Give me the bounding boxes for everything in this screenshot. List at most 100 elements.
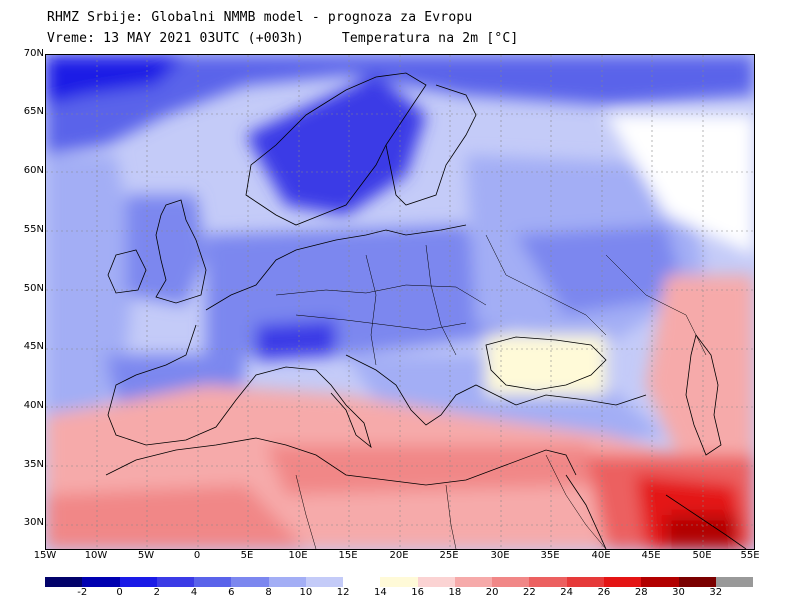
legend-label: -2 <box>77 587 88 598</box>
red-sea-coast <box>565 474 607 549</box>
legend-swatch <box>529 577 567 587</box>
legend-label: 10 <box>299 587 313 598</box>
scandinavia-coast <box>245 72 427 226</box>
chart-title: RHMZ Srbije: Globalni NMMB model - progn… <box>47 10 473 25</box>
legend-label: 8 <box>265 587 272 598</box>
border-line <box>295 474 317 549</box>
legend-swatch <box>492 577 530 587</box>
border-line <box>275 284 487 306</box>
british-isles-zone <box>126 195 206 305</box>
africa-warm <box>266 445 606 495</box>
lon-label: 10E <box>288 550 308 561</box>
lon-label: 55E <box>740 550 760 561</box>
color-legend <box>45 577 754 587</box>
legend-label: 12 <box>336 587 350 598</box>
caspian-coast <box>685 334 722 456</box>
ireland-coast <box>107 249 147 294</box>
lon-label: 25E <box>439 550 459 561</box>
ne-neutral-zone <box>606 115 754 255</box>
lon-label: 5W <box>137 550 155 561</box>
alps-cold <box>256 320 336 360</box>
legend-swatch <box>454 577 493 587</box>
border-line <box>295 314 467 331</box>
legend-label: 14 <box>373 587 387 598</box>
legend-swatch <box>343 577 381 587</box>
legend-swatch <box>231 577 269 587</box>
lat-label: 55N <box>23 224 44 235</box>
valid-time: Vreme: 13 MAY 2021 03UTC (+003h) <box>47 31 304 46</box>
caucasus-warm <box>646 275 754 475</box>
lat-label: 45N <box>23 341 44 352</box>
legend-swatch <box>417 577 455 587</box>
border-line <box>485 234 607 336</box>
lon-label: 5E <box>240 550 254 561</box>
lat-label: 70N <box>23 48 44 59</box>
sahara-warm <box>46 485 306 549</box>
legend-swatch <box>678 577 716 587</box>
balkan-coast <box>345 354 647 426</box>
border-line <box>365 254 377 366</box>
scandinavia-cold <box>246 75 426 215</box>
lat-label: 60N <box>23 165 44 176</box>
legend-label: 20 <box>485 587 499 598</box>
lon-label: 50E <box>692 550 712 561</box>
legend-swatch <box>45 577 83 587</box>
legend-swatch <box>380 577 418 587</box>
atlantic-cool <box>46 155 136 415</box>
variable-label: Temperatura na 2m [°C] <box>341 31 519 46</box>
legend-label: 26 <box>597 587 611 598</box>
legend-swatch <box>82 577 120 587</box>
arctic-deep-cold <box>46 55 186 105</box>
lon-label: 20E <box>389 550 409 561</box>
legend-swatch <box>194 577 232 587</box>
lon-label: 35E <box>540 550 560 561</box>
coastlines <box>105 72 747 549</box>
legend-label: 24 <box>560 587 574 598</box>
north-coast <box>205 224 467 311</box>
legend-label: 2 <box>153 587 160 598</box>
legend-label: 30 <box>672 587 685 598</box>
border-line <box>545 454 607 549</box>
gb-coast <box>155 199 207 304</box>
lon-label: 15E <box>338 550 358 561</box>
legend-swatch <box>156 577 195 587</box>
border-line <box>445 484 457 549</box>
temperature-map <box>45 54 755 550</box>
legend-label: 4 <box>190 587 198 598</box>
arctic-cold-zone <box>46 55 754 155</box>
lon-label: 40E <box>591 550 611 561</box>
legend-swatch <box>305 577 344 587</box>
chart-subtitle: Vreme: 13 MAY 2021 03UTC (+003h) Temperat… <box>47 31 518 46</box>
lat-label: 65N <box>23 106 44 117</box>
border-line <box>605 254 707 356</box>
lat-label: 35N <box>23 459 44 470</box>
lat-label: 40N <box>23 400 44 411</box>
finland-coast <box>385 84 477 206</box>
lon-label: 30E <box>490 550 510 561</box>
border-line <box>425 244 457 356</box>
lon-label: 15W <box>33 550 57 561</box>
legend-label: 32 <box>709 587 723 598</box>
lon-label: 0 <box>193 550 201 561</box>
lat-label: 50N <box>23 283 44 294</box>
black-sea-coast <box>485 336 607 391</box>
lat-label: 30N <box>23 517 44 528</box>
africa-coast <box>105 437 577 486</box>
legend-swatch <box>268 577 306 587</box>
legend-label: 16 <box>411 587 424 598</box>
black-sea-zone <box>486 335 606 395</box>
map-svg <box>46 55 754 549</box>
legend-swatch <box>641 577 679 587</box>
legend-label: 18 <box>448 587 462 598</box>
legend-label: 0 <box>116 587 123 598</box>
legend-swatch <box>566 577 604 587</box>
legend-label: 22 <box>523 587 536 598</box>
legend-swatch <box>603 577 642 587</box>
gulf-coast <box>665 494 747 549</box>
borders <box>275 234 707 549</box>
lon-label: 10W <box>84 550 108 561</box>
legend-label: 28 <box>634 587 648 598</box>
legend-swatch <box>715 577 754 587</box>
graticule <box>46 55 754 549</box>
lon-label: 45E <box>641 550 661 561</box>
